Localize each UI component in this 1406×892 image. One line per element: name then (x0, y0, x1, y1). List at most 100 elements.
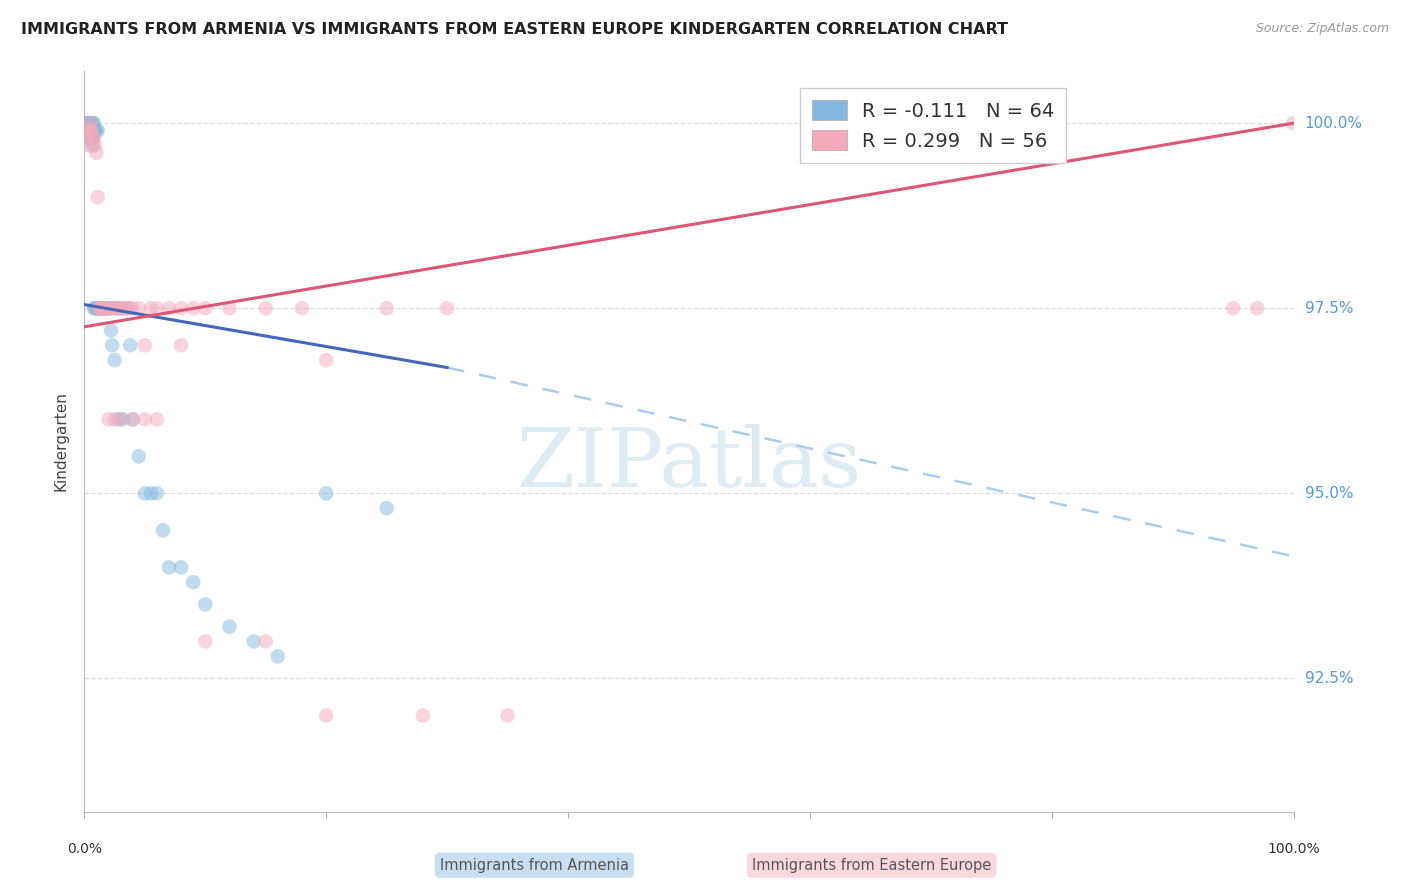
Point (91, 301, 114, 316)
Point (496, 708, 519, 723)
Point (120, 301, 142, 316)
Point (80, 123, 103, 137)
Point (218, 619, 240, 633)
Legend: R = -0.111   N = 64, R = 0.299   N = 56: R = -0.111 N = 64, R = 0.299 N = 56 (800, 88, 1066, 162)
Point (103, 301, 125, 316)
Point (82, 131, 104, 145)
Point (194, 301, 217, 316)
Point (121, 301, 143, 316)
Point (107, 412, 129, 426)
Text: ZIPatlas: ZIPatlas (516, 424, 862, 504)
Point (170, 301, 193, 316)
Point (1246, 301, 1268, 316)
Point (115, 301, 138, 316)
Point (77, 123, 100, 137)
Point (139, 301, 162, 316)
Point (254, 301, 277, 316)
Point (79, 123, 101, 137)
Point (94, 301, 117, 316)
Point (80, 123, 103, 137)
Point (89, 301, 111, 316)
Point (83, 116, 105, 130)
Point (87, 301, 110, 316)
Point (110, 301, 132, 316)
Point (93, 301, 115, 316)
Point (94, 301, 117, 316)
Point (94, 301, 117, 316)
Point (139, 486, 162, 500)
Y-axis label: Kindergarten: Kindergarten (53, 392, 69, 491)
Point (112, 412, 135, 426)
Text: 100.0%: 100.0% (1305, 116, 1362, 131)
Point (77, 123, 100, 137)
Text: IMMIGRANTS FROM ARMENIA VS IMMIGRANTS FROM EASTERN EUROPE KINDERGARTEN CORRELATI: IMMIGRANTS FROM ARMENIA VS IMMIGRANTS FR… (21, 22, 1008, 37)
Point (90, 301, 112, 316)
Point (134, 412, 156, 426)
Point (77, 138, 100, 153)
Point (146, 412, 169, 426)
Point (218, 301, 240, 316)
Point (97, 412, 120, 426)
Point (412, 708, 434, 723)
Point (77, 116, 100, 130)
Point (98, 301, 121, 316)
Point (104, 301, 127, 316)
Point (170, 338, 193, 352)
Point (84, 301, 107, 316)
Point (79, 116, 101, 130)
Point (121, 412, 143, 426)
Text: 92.5%: 92.5% (1305, 671, 1353, 686)
Point (146, 301, 169, 316)
Point (75, 116, 97, 130)
Point (83, 131, 105, 145)
Text: 0.0%: 0.0% (67, 842, 101, 856)
Point (128, 450, 150, 464)
Text: Source: ZipAtlas.com: Source: ZipAtlas.com (1256, 22, 1389, 36)
Point (100, 323, 122, 337)
Point (76, 123, 98, 137)
Point (79, 123, 101, 137)
Point (82, 138, 104, 153)
Point (315, 708, 337, 723)
Point (315, 486, 337, 500)
Point (77, 131, 100, 145)
Point (254, 634, 277, 648)
Point (86, 145, 108, 160)
Point (181, 301, 204, 316)
Point (128, 301, 150, 316)
Point (84, 138, 107, 153)
Point (1222, 301, 1244, 316)
Point (315, 353, 337, 368)
Point (94, 301, 117, 316)
Point (82, 131, 104, 145)
Point (86, 123, 108, 137)
Point (110, 412, 132, 426)
Point (375, 501, 398, 516)
Point (82, 123, 104, 137)
Point (104, 412, 127, 426)
Point (87, 301, 110, 316)
Point (86, 301, 108, 316)
Point (97, 301, 120, 316)
Point (134, 486, 156, 500)
Point (157, 560, 180, 574)
Point (105, 301, 128, 316)
Point (83, 123, 105, 137)
Point (291, 301, 314, 316)
Point (110, 301, 132, 316)
Point (107, 301, 129, 316)
Point (80, 116, 103, 130)
Point (194, 598, 217, 612)
Point (436, 301, 458, 316)
Point (90, 301, 112, 316)
Point (84, 123, 107, 137)
Text: 100.0%: 100.0% (1267, 842, 1320, 856)
Point (112, 301, 135, 316)
Point (89, 301, 111, 316)
Point (181, 575, 204, 590)
Point (82, 116, 104, 130)
Point (76, 116, 98, 130)
Point (115, 301, 138, 316)
Point (86, 301, 108, 316)
Point (83, 301, 105, 316)
